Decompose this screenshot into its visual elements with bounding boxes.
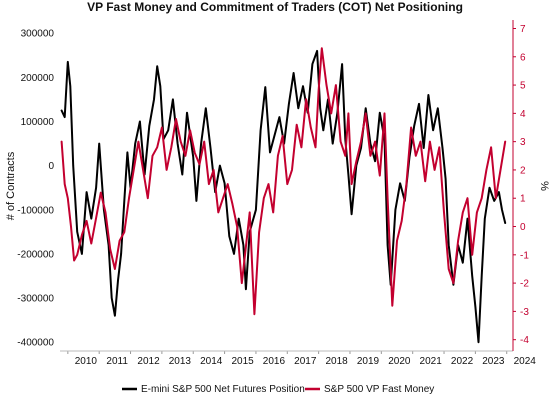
y-right-tick-label: -2 (520, 279, 529, 290)
y-right-tick-label: -1 (520, 250, 529, 261)
y-axis-right-label: % (538, 181, 550, 191)
x-axis: 2010 2011 2012 2013 2014 2015 2016 2017 2018 2019… (67, 351, 537, 367)
x-tick-label: 2018 (326, 356, 349, 367)
y-left-tick-label: 200000 (21, 73, 55, 84)
y-left-tick-label: -100000 (17, 205, 54, 216)
right-axis: 7 6 5 4 3 2 1 0 -1 -2 -3 -4 (513, 24, 529, 346)
y-left-tick-label: 300000 (21, 29, 55, 40)
left-axis: 300000 200000 100000 0 -100000 -200000 -300000… (17, 29, 54, 349)
y-left-tick-label: 0 (48, 161, 54, 172)
legend-label-futures: E-mini S&P 500 Net Futures Position (141, 384, 305, 395)
x-tick-label: 2012 (137, 356, 160, 367)
y-right-tick-label: -3 (520, 307, 529, 318)
x-tick-label: 2016 (263, 356, 286, 367)
x-tick-label: 2020 (388, 356, 411, 367)
y-axis-left-label: # of Contracts (5, 151, 17, 220)
y-right-tick-label: -4 (520, 335, 529, 346)
legend: E-mini S&P 500 Net Futures Position S&P … (122, 384, 434, 395)
y-left-tick-label: -300000 (17, 294, 54, 305)
x-tick-label: 2015 (231, 356, 254, 367)
x-tick-label: 2023 (482, 356, 505, 367)
y-right-tick-label: 0 (520, 222, 526, 233)
y-left-tick-label: 100000 (21, 117, 55, 128)
x-tick-label: 2022 (451, 356, 474, 367)
series-line-futures (60, 49, 507, 344)
x-tick-label: 2013 (169, 356, 192, 367)
x-tick-label: 2014 (200, 356, 223, 367)
y-right-tick-label: 7 (520, 24, 526, 35)
y-right-tick-label: 3 (520, 137, 526, 148)
y-right-tick-label: 4 (520, 109, 526, 120)
x-tick-label: 2011 (106, 356, 128, 367)
x-tick-label: 2021 (420, 356, 443, 367)
y-right-tick-label: 1 (520, 194, 526, 205)
y-right-tick-label: 5 (520, 81, 526, 92)
y-right-tick-label: 2 (520, 165, 526, 176)
series-layer (60, 47, 507, 344)
y-right-tick-label: 6 (520, 52, 526, 63)
chart-title: VP Fast Money and Commitment of Traders … (87, 0, 463, 14)
x-tick-label: 2017 (294, 356, 317, 367)
x-tick-label: 2010 (75, 356, 98, 367)
series-line-fast-money (60, 47, 507, 316)
legend-label-fast-money: S&P 500 VP Fast Money (324, 384, 434, 395)
y-left-tick-label: -200000 (17, 249, 54, 260)
y-left-tick-label: -400000 (17, 338, 54, 349)
x-tick-label: 2024 (514, 356, 537, 367)
x-tick-label: 2019 (357, 356, 380, 367)
